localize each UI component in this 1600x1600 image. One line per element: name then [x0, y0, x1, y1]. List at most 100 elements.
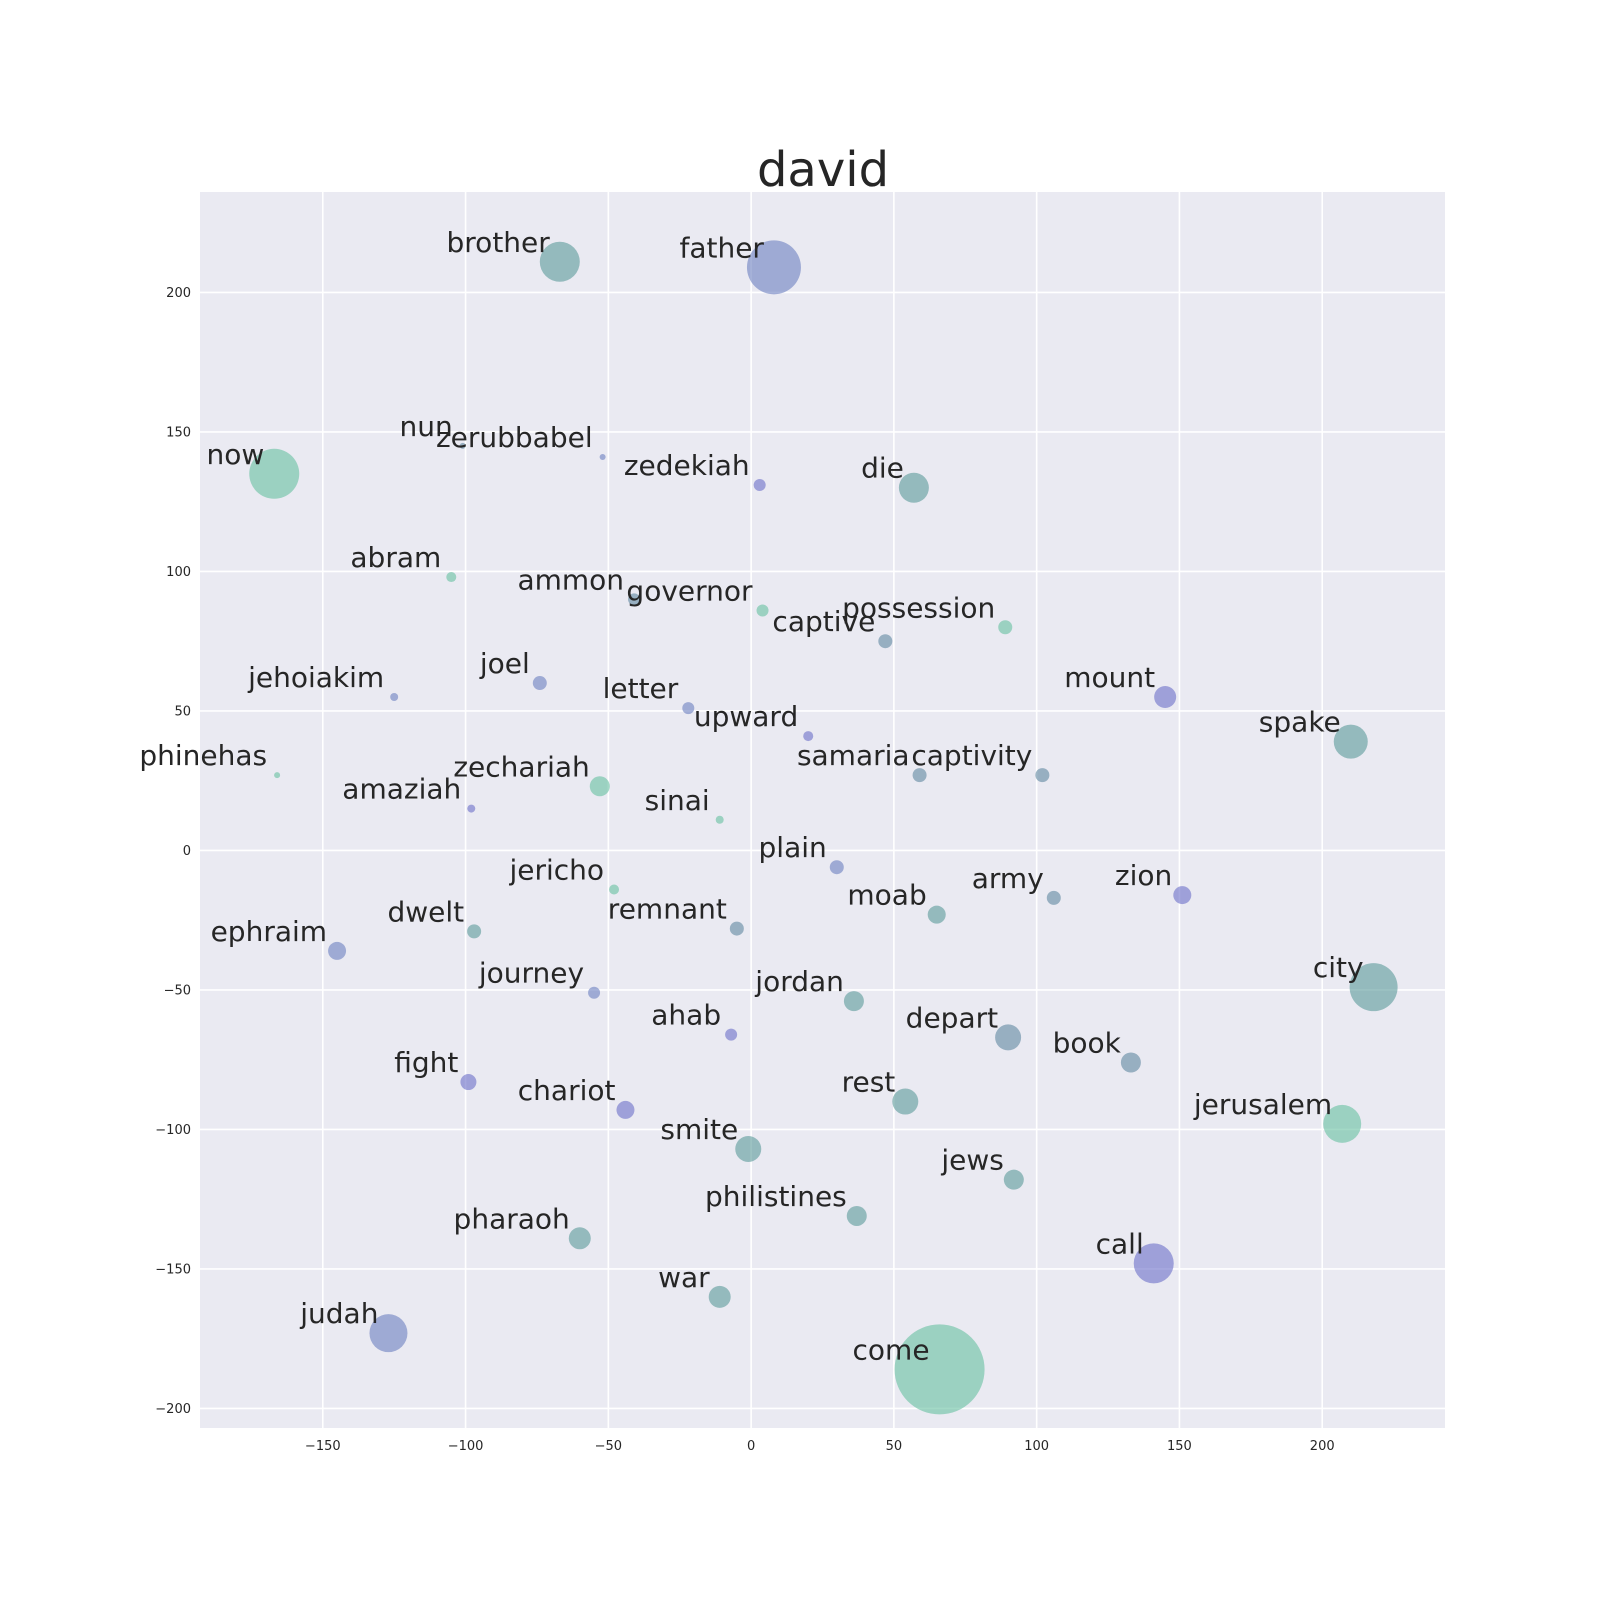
x-tick-label: −100 [448, 1439, 484, 1454]
point-spake [1333, 724, 1368, 759]
point-label-die: die [861, 452, 904, 485]
point-label-captivity: captivity [911, 739, 1032, 772]
point-die [898, 472, 929, 503]
point-label-zerubbabel: zerubbabel [436, 421, 593, 454]
point-zedekiah [753, 478, 766, 491]
point-dwelt [467, 924, 482, 939]
point-army [1046, 890, 1061, 905]
point-jews [1003, 1169, 1024, 1190]
point-label-judah: judah [299, 1297, 378, 1330]
x-tick-label: −50 [595, 1439, 622, 1454]
y-tick-label: −50 [164, 983, 191, 998]
data-points [249, 240, 1398, 1415]
point-sinai [715, 815, 724, 824]
point-label-chariot: chariot [518, 1074, 616, 1107]
point-label-father: father [679, 231, 764, 264]
y-tick-label: 200 [166, 286, 191, 301]
point-upward [803, 731, 814, 742]
x-tick-label: 200 [1310, 1439, 1335, 1454]
point-label-zechariah: zechariah [453, 750, 589, 783]
point-label-pharaoh: pharaoh [454, 1202, 570, 1235]
point-captivity [1035, 768, 1050, 783]
point-remnant [729, 921, 744, 936]
y-tick-label: 100 [166, 565, 191, 580]
point-father [746, 240, 801, 295]
point-label-come: come [853, 1333, 930, 1366]
point-label-smite: smite [660, 1113, 738, 1146]
point-ephraim [328, 941, 347, 960]
point-label-book: book [1053, 1027, 1122, 1060]
point-jordan [843, 991, 864, 1012]
y-tick-label: −150 [155, 1262, 191, 1277]
point-label-sinai: sinai [645, 784, 710, 817]
point-zion [1173, 886, 1192, 905]
point-joel [532, 676, 547, 691]
point-label-mount: mount [1064, 661, 1155, 694]
y-tick-label: −200 [155, 1402, 191, 1417]
x-tick-label: 0 [747, 1439, 755, 1454]
point-possession [998, 620, 1013, 635]
point-label-call: call [1096, 1227, 1144, 1260]
point-fight [460, 1074, 477, 1091]
point-philistines [846, 1205, 867, 1226]
point-label-amaziah: amaziah [342, 773, 461, 806]
point-moab [927, 905, 946, 924]
point-now [249, 448, 300, 499]
chart-title: david [757, 142, 889, 198]
point-label-plain: plain [759, 831, 827, 864]
point-come [894, 1324, 985, 1415]
point-label-abram: abram [350, 541, 441, 574]
point-smite [735, 1135, 762, 1162]
point-jerusalem [1323, 1104, 1362, 1143]
point-brother [539, 241, 580, 282]
point-label-joel: joel [479, 647, 530, 680]
point-label-journey: journey [478, 957, 584, 990]
y-tick-label: 50 [174, 704, 191, 719]
y-tick-label: 0 [183, 844, 191, 859]
point-jehoiakim [390, 693, 399, 702]
point-label-jordan: jordan [754, 965, 844, 998]
point-label-brother: brother [447, 226, 551, 259]
point-label-ephraim: ephraim [211, 915, 327, 948]
point-label-moab: moab [847, 879, 926, 912]
point-label-jews: jews [940, 1144, 1004, 1177]
point-amaziah [467, 804, 476, 813]
point-war [708, 1285, 731, 1308]
point-ammon [628, 593, 641, 606]
x-tick-label: 150 [1167, 1439, 1192, 1454]
point-label-samaria: samaria [797, 739, 910, 772]
point-label-captive: captive [772, 605, 875, 638]
point-pharaoh [568, 1227, 591, 1250]
point-captive [878, 634, 893, 649]
point-jericho [609, 884, 620, 895]
point-label-nun: nun [399, 410, 452, 443]
point-label-upward: upward [694, 700, 798, 733]
x-tick-label: 50 [886, 1439, 903, 1454]
x-tick-label: 100 [1024, 1439, 1049, 1454]
point-phinehas [274, 772, 281, 779]
x-tick-label: −150 [305, 1439, 341, 1454]
plot-background [200, 192, 1445, 1428]
point-label-phinehas: phinehas [139, 739, 267, 772]
point-city [1349, 963, 1398, 1012]
point-label-ahab: ahab [651, 999, 721, 1032]
point-label-remnant: remnant [608, 893, 727, 926]
point-chariot [616, 1100, 635, 1119]
point-ahab [725, 1028, 738, 1041]
point-label-governor: governor [626, 575, 753, 608]
point-label-rest: rest [842, 1066, 896, 1099]
point-label-philistines: philistines [705, 1180, 847, 1213]
point-label-zedekiah: zedekiah [624, 449, 750, 482]
point-label-jericho: jericho [508, 854, 604, 887]
point-governor [756, 604, 769, 617]
y-tick-label: −100 [155, 1123, 191, 1138]
point-abram [446, 572, 457, 583]
point-judah [369, 1314, 408, 1353]
y-tick-label: 150 [166, 425, 191, 440]
point-label-fight: fight [394, 1046, 458, 1079]
point-label-possession: possession [842, 591, 995, 624]
gridlines [200, 192, 1445, 1428]
point-plain [829, 860, 844, 875]
